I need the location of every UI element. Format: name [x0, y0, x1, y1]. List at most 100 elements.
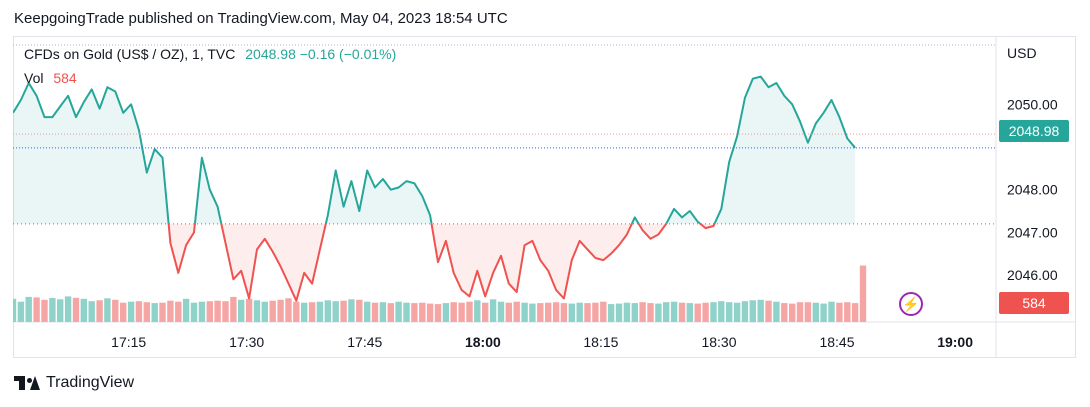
volume-bar: [804, 302, 812, 322]
volume-bar: [466, 301, 473, 322]
volume-bar: [364, 301, 371, 322]
volume-bar: [395, 301, 402, 322]
volume-bar: [521, 302, 528, 322]
volume-bar: [718, 301, 725, 322]
volume-bar: [112, 299, 119, 322]
volume-value: 584: [53, 70, 77, 86]
volume-bar: [859, 265, 867, 322]
volume-bars: [13, 265, 867, 323]
volume-bar: [474, 300, 481, 323]
volume-bar: [159, 302, 166, 322]
volume-bar: [64, 296, 72, 322]
last-price-badge: 2048.98: [999, 120, 1069, 142]
volume-bar: [726, 302, 733, 322]
currency-label[interactable]: USD: [1007, 45, 1037, 61]
reference-lines: [13, 133, 996, 225]
volume-bar: [796, 302, 804, 322]
volume-bar: [72, 297, 80, 322]
volume-bar: [277, 299, 284, 322]
x-tick-label: 18:30: [701, 334, 736, 350]
volume-bar: [182, 298, 190, 322]
volume-bar: [757, 299, 764, 322]
volume-bar: [403, 302, 410, 322]
volume-bar: [120, 302, 127, 322]
volume-bar: [781, 303, 788, 322]
volume-bar: [741, 301, 749, 322]
chart-frame: [13, 36, 1076, 358]
volume-bar: [371, 302, 379, 322]
volume-bar: [340, 300, 347, 322]
volume-bar: [765, 300, 772, 322]
volume-bar: [733, 302, 741, 322]
flash-icon[interactable]: ⚡: [899, 292, 923, 316]
volume-bar: [356, 299, 363, 322]
y-tick-label: 2050.00: [1007, 96, 1058, 112]
volume-bar: [175, 301, 182, 322]
x-tick-label: 18:15: [583, 334, 618, 350]
volume-bar: [482, 302, 489, 322]
chart-legend: CFDs on Gold (US$ / OZ), 1, TVC 2048.98 …: [24, 46, 396, 62]
volume-bar: [631, 303, 638, 322]
volume-legend: Vol 584: [24, 70, 77, 86]
volume-bar: [844, 302, 851, 322]
volume-bar: [828, 301, 835, 322]
volume-bar: [57, 299, 64, 322]
volume-bar: [190, 302, 198, 322]
volume-bar: [127, 301, 135, 322]
volume-bar: [17, 301, 25, 322]
volume-bar: [639, 302, 646, 322]
x-tick-label: 18:00: [465, 334, 501, 350]
volume-bar: [411, 303, 418, 322]
volume-bar: [33, 297, 40, 322]
volume-bar: [686, 303, 693, 322]
tradingview-logo-icon: [14, 376, 40, 390]
volume-bar: [702, 302, 709, 322]
volume-bar: [836, 302, 843, 322]
volume-bar: [206, 301, 213, 322]
tradingview-logo[interactable]: TradingView: [14, 374, 134, 392]
volume-bar: [198, 301, 206, 322]
price-line-below: [167, 223, 716, 302]
volume-bar: [13, 298, 17, 322]
volume-bar: [135, 301, 143, 322]
volume-bar: [552, 302, 560, 322]
volume-label: Vol: [24, 70, 44, 86]
price-area: [13, 76, 856, 301]
volume-bar: [151, 303, 158, 322]
volume-bar: [537, 303, 544, 322]
brand-name: TradingView: [46, 374, 135, 391]
volume-bar: [332, 301, 339, 322]
volume-bar: [663, 302, 670, 322]
volume-bar: [647, 303, 654, 322]
volume-bar: [789, 303, 796, 322]
volume-bar: [434, 304, 442, 322]
symbol-label: CFDs on Gold (US$ / OZ), 1, TVC: [24, 46, 236, 62]
volume-bar: [269, 300, 276, 322]
volume-bar: [285, 298, 292, 322]
volume-bar: [316, 301, 324, 322]
volume-bar: [820, 303, 827, 322]
volume-bar: [710, 302, 717, 322]
volume-bar: [545, 302, 552, 322]
volume-bar: [25, 296, 32, 322]
x-tick-label: 17:30: [229, 334, 264, 350]
volume-badge: 584: [999, 292, 1069, 314]
volume-bar: [348, 299, 355, 322]
volume-bar: [426, 303, 434, 322]
volume-bar: [615, 303, 623, 322]
volume-bar: [592, 302, 599, 322]
y-tick-label: 2048.00: [1007, 182, 1058, 198]
grid: [13, 36, 1076, 358]
y-tick-label: 2047.00: [1007, 224, 1058, 240]
volume-bar: [568, 303, 575, 322]
volume-bar: [245, 298, 253, 322]
volume-bar: [607, 304, 615, 322]
x-tick-label: 19:00: [937, 334, 973, 350]
volume-bar: [694, 303, 701, 322]
volume-bar: [230, 296, 237, 322]
volume-bar: [529, 303, 536, 322]
volume-bar: [214, 300, 221, 322]
x-tick-label: 18:45: [819, 334, 854, 350]
volume-bar: [379, 302, 387, 322]
